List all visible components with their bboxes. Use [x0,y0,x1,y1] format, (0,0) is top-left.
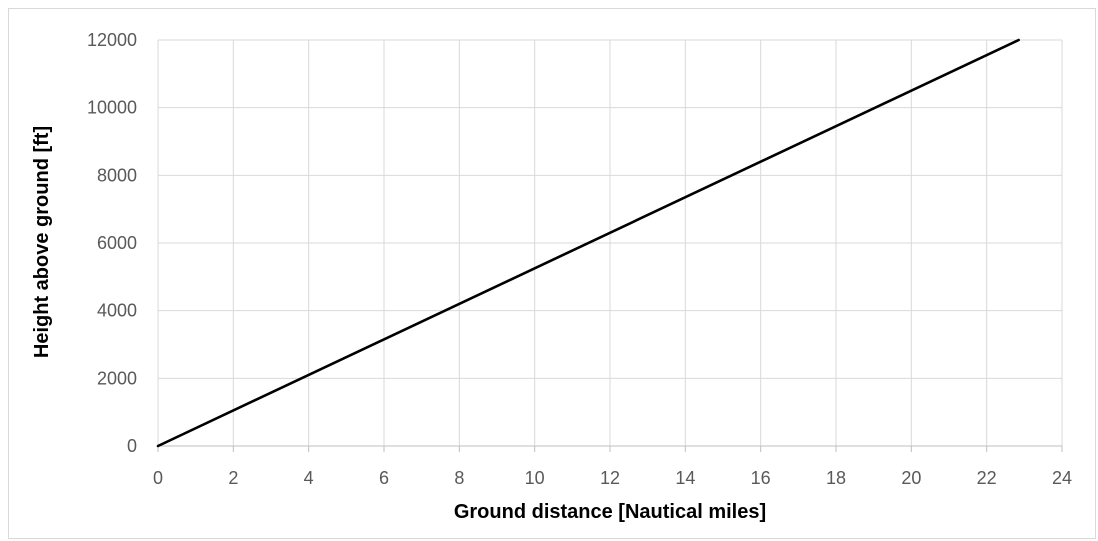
y-tick-label: 10000 [87,98,137,118]
x-tick-label: 6 [379,468,389,488]
grid-layer [157,39,1063,447]
x-tick-label: 2 [228,468,238,488]
axis-layer [157,445,1063,452]
x-tick-label: 12 [600,468,620,488]
series-layer [156,38,1020,448]
x-tick-label: 20 [901,468,921,488]
y-axis-title: Height above ground [ft] [31,126,53,358]
y-tick-label: 0 [127,436,137,456]
x-tick-label: 14 [675,468,695,488]
x-tick-label: 8 [454,468,464,488]
y-tick-label: 8000 [97,165,137,185]
x-tick-label: 10 [525,468,545,488]
y-tick-label: 12000 [87,30,137,50]
x-tick-label: 4 [304,468,314,488]
series-line [156,38,1020,448]
x-tick-label: 24 [1052,468,1072,488]
x-axis-title: Ground distance [Nautical miles] [454,501,766,523]
y-tick-label: 6000 [97,233,137,253]
chart-frame [8,8,1096,539]
x-tick-label: 0 [153,468,163,488]
tick-label-layer: 0 2 4 6 8 10 12 14 16 18 20 22 240200040006000800010… [87,30,1072,488]
x-tick-label: 22 [977,468,997,488]
x-tick-label: 18 [826,468,846,488]
y-tick-label: 4000 [97,301,137,321]
y-tick-label: 2000 [97,368,137,388]
x-tick-label: 16 [751,468,771,488]
